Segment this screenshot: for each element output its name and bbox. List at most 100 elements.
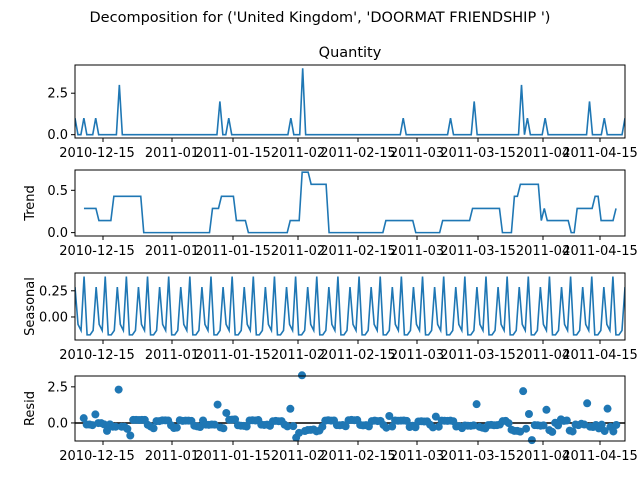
resid-point — [242, 422, 251, 431]
resid-point — [527, 436, 536, 445]
x-tick-label: 2010-12-15 — [59, 348, 135, 363]
axes-frame — [74, 375, 626, 442]
resid-point — [286, 404, 295, 413]
x-tick-label: 2011-03 — [390, 244, 444, 259]
x-tick-label: 2011-04-15 — [562, 146, 638, 161]
x-tick-label: 2011-01-15 — [195, 348, 271, 363]
x-tick-label: 2011-01 — [145, 449, 199, 464]
x-tick-label: 2011-01-15 — [195, 449, 271, 464]
resid-point — [562, 416, 571, 425]
x-tick-label: 2011-04-15 — [562, 348, 638, 363]
x-tick-label: 2011-04 — [516, 244, 570, 259]
resid-point — [609, 427, 618, 436]
y-tick-label: 2.5 — [47, 380, 68, 395]
series-line — [75, 276, 625, 336]
y-tick-label: 0.0 — [47, 416, 68, 431]
resid-point — [434, 422, 443, 431]
series-line — [75, 68, 625, 136]
resid-point — [612, 420, 621, 429]
x-tick-label: 2010-12-15 — [59, 146, 135, 161]
resid-point — [548, 427, 557, 436]
x-tick-label: 2011-02 — [271, 449, 325, 464]
x-tick-label: 2011-02-15 — [320, 348, 396, 363]
axes-frame — [74, 272, 626, 341]
series-line — [83, 171, 617, 234]
resid-point — [554, 421, 563, 430]
y-tick-label: 0.25 — [39, 284, 68, 299]
x-tick-label: 2011-02-15 — [320, 146, 396, 161]
x-tick-label: 2011-03-15 — [440, 449, 516, 464]
resid-point — [79, 414, 88, 423]
x-tick-label: 2011-01 — [145, 146, 199, 161]
resid-point — [91, 410, 100, 419]
x-tick-label: 2011-03 — [390, 146, 444, 161]
x-tick-label: 2011-03-15 — [440, 244, 516, 259]
resid-point — [111, 422, 120, 431]
x-tick-label: 2011-02 — [271, 146, 325, 161]
resid-point — [431, 412, 440, 421]
resid-point — [600, 427, 609, 436]
resid-point — [297, 371, 306, 380]
resid-point — [219, 424, 228, 433]
x-tick-label: 2011-02-15 — [320, 449, 396, 464]
resid-point — [583, 399, 592, 408]
x-tick-label: 2011-03 — [390, 348, 444, 363]
axes-frame — [74, 64, 626, 139]
x-tick-label: 2011-02-15 — [320, 244, 396, 259]
resid-point — [172, 423, 181, 432]
x-tick-label: 2011-03-15 — [440, 348, 516, 363]
resid-point — [428, 423, 437, 432]
x-tick-label: 2011-01 — [145, 244, 199, 259]
x-tick-label: 2011-01-15 — [195, 244, 271, 259]
y-axis-label: Trend — [23, 185, 38, 222]
resid-point — [114, 385, 123, 394]
resid-point — [123, 424, 132, 433]
y-tick-label: 0.0 — [47, 128, 68, 143]
y-tick-label: 0.0 — [47, 226, 68, 241]
resid-point — [341, 422, 350, 431]
y-tick-label: 2.5 — [47, 87, 68, 102]
y-axis-label: Seasonal — [23, 277, 38, 336]
x-tick-label: 2011-02 — [271, 348, 325, 363]
resid-point — [231, 415, 240, 424]
resid-point — [597, 420, 606, 429]
figure-suptitle: Decomposition for ('United Kingdom', 'DO… — [90, 10, 551, 26]
resid-point — [149, 424, 158, 433]
resid-point — [542, 405, 551, 414]
resid-point — [522, 424, 531, 433]
x-tick-label: 2011-04-15 — [562, 449, 638, 464]
resid-point — [222, 408, 231, 417]
resid-point — [100, 420, 109, 429]
panel-title: Quantity — [319, 45, 382, 61]
x-tick-label: 2011-02 — [271, 244, 325, 259]
resid-point — [402, 416, 411, 425]
resid-point — [603, 404, 612, 413]
resid-point — [318, 422, 327, 431]
x-tick-label: 2010-12-15 — [59, 244, 135, 259]
x-tick-label: 2011-04-15 — [562, 244, 638, 259]
x-tick-label: 2010-12-15 — [59, 449, 135, 464]
resid-point — [539, 421, 548, 430]
resid-point — [519, 387, 528, 396]
resid-point — [568, 427, 577, 436]
y-tick-label: 0.00 — [39, 310, 68, 325]
resid-point — [126, 431, 135, 440]
resid-point — [472, 400, 481, 409]
axes-frame — [74, 169, 626, 237]
x-tick-label: 2011-04 — [516, 146, 570, 161]
resid-point — [504, 419, 513, 428]
y-tick-label: 0.5 — [47, 184, 68, 199]
x-tick-label: 2011-03-15 — [440, 146, 516, 161]
x-tick-label: 2011-01-15 — [195, 146, 271, 161]
x-tick-label: 2011-04 — [516, 348, 570, 363]
resid-point — [385, 412, 394, 421]
x-tick-label: 2011-01 — [145, 348, 199, 363]
resid-point — [289, 422, 298, 431]
resid-point — [213, 400, 222, 409]
resid-point — [388, 422, 397, 431]
